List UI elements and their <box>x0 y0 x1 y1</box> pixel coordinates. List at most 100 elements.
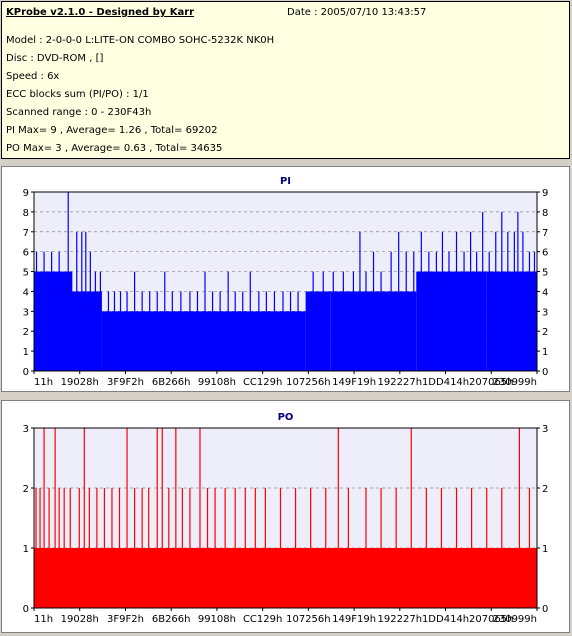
pi-bar-spike <box>482 211 484 371</box>
pi-bar-spike <box>398 231 400 371</box>
pi-bar-spike <box>35 251 38 371</box>
pi-stats-line: PI Max= 9 , Average= 1.26 , Total= 69202 <box>6 125 218 136</box>
po-bar-spike <box>78 488 80 608</box>
pi-bar-spike <box>196 291 199 371</box>
po-ytick-right: 2 <box>542 484 548 495</box>
pi-bar-spike <box>352 271 355 371</box>
pi-xtick-label: 207065h <box>469 377 514 388</box>
po-bar-spike <box>206 488 209 608</box>
pi-bar-spike <box>522 231 524 371</box>
po-ytick-left: 0 <box>23 604 29 615</box>
pi-ytick-left: 6 <box>23 248 29 259</box>
po-chart: PO 0 0 1 1 2 2 3 3 11h 19028h 3F9F2h 6B266h 99108h CC1… <box>23 412 549 625</box>
po-bar-spike <box>69 488 71 608</box>
po-bar-spike <box>325 488 327 608</box>
pi-bar-spike <box>428 251 430 371</box>
po-xtick-label: 11h <box>34 614 53 625</box>
pi-ytick-left: 7 <box>23 228 29 239</box>
pi-xtick-label: 192227h <box>378 377 423 388</box>
pi-bar-spike <box>249 271 251 371</box>
pi-bar-spike <box>501 211 503 371</box>
po-xtick-label: 230999h <box>492 614 537 625</box>
po-bar-spike <box>58 488 60 608</box>
po-bar-spike <box>48 488 50 608</box>
pi-bar-spike <box>171 291 173 371</box>
pi-ytick-right: 1 <box>542 347 548 358</box>
pi-ytick-right: 4 <box>542 287 548 298</box>
pi-xtick-label: 230999h <box>492 377 537 388</box>
po-xtick-label: 1DD414h <box>422 614 469 625</box>
pi-bar-spike <box>380 271 382 371</box>
po-bar-spike <box>224 488 226 608</box>
pi-bar-spike <box>58 251 60 371</box>
pi-bar-spike <box>463 251 465 371</box>
pi-xtick-label: 1DD414h <box>422 377 469 388</box>
pi-xtick-label: 6B266h <box>152 377 191 388</box>
po-bar-spike <box>181 488 183 608</box>
po-bar-spike <box>279 488 282 608</box>
po-xtick-label: CC129h <box>243 614 282 625</box>
pi-bar-spike <box>273 291 276 371</box>
range-line: Scanned range : 0 - 230F43h <box>6 107 152 118</box>
po-bar-spike <box>63 488 65 608</box>
pi-chart: PI 0 0 1 1 2 2 3 3 4 4 5 5 6 6 7 7 8 8 9 9 11h 19028h 3F9F2h 6B2… <box>23 176 549 388</box>
po-bar-spike <box>35 488 37 608</box>
pi-bar-spike <box>76 231 78 371</box>
pi-bar-spike <box>94 271 96 371</box>
po-xtick-label: 3F9F2h <box>107 614 144 625</box>
pi-ytick-right: 5 <box>542 268 548 279</box>
pi-bar-spike <box>234 291 236 371</box>
pi-bar-spike <box>470 231 472 371</box>
pi-bar-segment <box>486 271 537 371</box>
pi-ytick-left: 5 <box>23 268 29 279</box>
pi-xtick-label: 149F19h <box>332 377 376 388</box>
pi-bar-spike <box>51 251 53 371</box>
po-bar-spike <box>118 488 121 608</box>
pi-bar-spike <box>71 271 73 371</box>
po-bar-spike <box>96 488 98 608</box>
po-bar-spike <box>103 488 106 608</box>
pi-ytick-left: 2 <box>23 327 29 338</box>
po-ytick-right: 0 <box>542 604 548 615</box>
pi-plot-frame <box>33 191 538 372</box>
po-xtick-label: 19028h <box>61 614 99 625</box>
pi-ytick-left: 9 <box>23 188 29 199</box>
po-stats-line: PO Max= 3 , Average= 0.63 , Total= 34635 <box>6 143 223 154</box>
pi-bar-spike <box>495 231 497 371</box>
pi-bar-spike <box>312 271 314 371</box>
po-bar-spike <box>365 488 367 608</box>
pi-bar-spike <box>365 271 367 371</box>
pi-bar-spike <box>448 251 450 371</box>
pi-bar-segment <box>416 271 487 371</box>
po-chart-title: PO <box>278 412 294 423</box>
pi-ytick-right: 2 <box>542 327 548 338</box>
po-bar-spike <box>395 488 397 608</box>
pi-bar-spike <box>141 291 143 371</box>
pi-bar-spike <box>528 251 531 371</box>
info-panel: KProbe v2.1.0 - Designed by Karr Date : … <box>1 1 570 159</box>
pi-xtick-label: 3F9F2h <box>107 377 144 388</box>
pi-ytick-right: 0 <box>542 367 548 378</box>
pi-bar-spike <box>405 251 407 371</box>
pi-ytick-left: 3 <box>23 307 29 318</box>
po-ytick-left: 3 <box>23 424 29 435</box>
pi-bar-spike <box>67 192 69 371</box>
pi-bars <box>34 192 537 371</box>
scan-date: Date : 2005/07/10 13:43:57 <box>287 7 427 18</box>
po-bar-spike <box>189 488 191 608</box>
pi-bar-spike <box>507 231 509 371</box>
po-plot-frame <box>33 427 538 609</box>
po-bar-segment <box>34 548 537 608</box>
pi-bar-spike <box>211 291 214 371</box>
pi-bar-segment <box>34 271 72 371</box>
pi-ytick-right: 6 <box>542 248 548 259</box>
pi-bar-spike <box>297 291 299 371</box>
po-bar-spike <box>54 428 56 608</box>
po-bar-spike <box>486 488 488 608</box>
po-bar-spike <box>425 488 427 608</box>
po-bar-spike <box>455 488 458 608</box>
po-bar-spike <box>410 428 412 608</box>
po-ytick-left: 1 <box>23 544 29 555</box>
pi-bar-spike <box>242 291 244 371</box>
pi-xtick-label: 99108h <box>198 377 236 388</box>
